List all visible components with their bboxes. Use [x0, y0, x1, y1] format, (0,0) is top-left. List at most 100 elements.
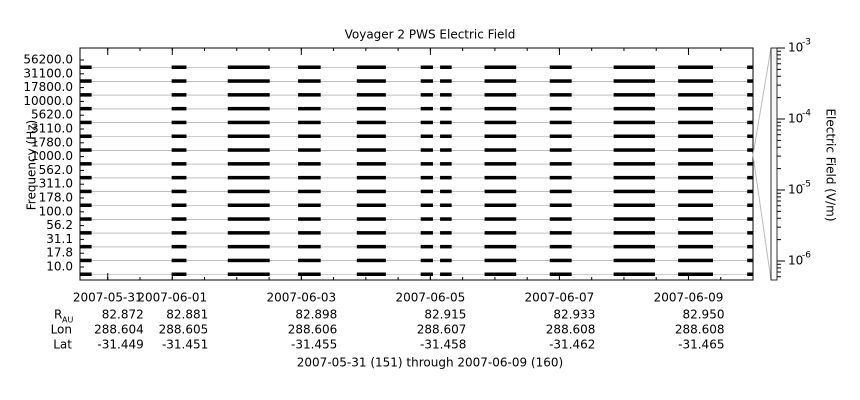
spectrogram-cell — [420, 258, 433, 263]
spectrogram-cell — [484, 65, 517, 69]
spectrogram-cell — [80, 189, 92, 194]
spectrogram-cell — [298, 175, 321, 180]
colorbar-tick-label: 10 — [788, 111, 803, 125]
ephemeris-value: 82.881 — [166, 308, 208, 322]
spectrogram-cell — [171, 106, 187, 111]
spectrogram-cell — [613, 93, 655, 97]
spectrogram-cell — [678, 258, 713, 263]
spectrogram-cell — [484, 272, 517, 276]
colorbar-title: Electric Field (V/m) — [824, 108, 838, 221]
y-tick-label: 562.0 — [39, 163, 73, 177]
spectrogram-cell — [747, 203, 753, 207]
spectrogram-cell — [356, 258, 386, 263]
spectrogram-cell — [171, 272, 187, 276]
spectrogram-cell — [356, 93, 386, 97]
spectrogram-cell — [678, 162, 713, 166]
spectrogram-cell — [484, 231, 517, 235]
spectrogram-cell — [420, 65, 433, 69]
x-tick-label: 2007-05-31 — [73, 291, 143, 305]
spectrogram-cell — [440, 93, 452, 97]
spectrogram-cell — [80, 148, 92, 152]
spectrogram-cell — [747, 244, 753, 249]
spectrogram-cell — [549, 93, 572, 97]
spectrogram-cell — [356, 203, 386, 207]
spectrogram-cell — [227, 134, 270, 138]
spectrogram-cell — [678, 106, 713, 111]
spectrogram-cell — [613, 203, 655, 207]
spectrogram-cell — [549, 65, 572, 69]
spectrogram-cell — [613, 134, 655, 138]
ephemeris-value: 82.915 — [424, 308, 466, 322]
spectrogram-cell — [747, 189, 753, 194]
ephemeris-value: -31.458 — [420, 338, 466, 352]
spectrogram-cell — [678, 93, 713, 97]
x-tick-label: 2007-06-05 — [395, 291, 465, 305]
y-tick-label: 17.8 — [46, 246, 73, 260]
y-tick-label: 3110.0 — [31, 122, 73, 136]
spectrogram-cell — [227, 148, 270, 152]
spectrogram-cell — [440, 65, 452, 69]
spectrogram-cell — [440, 148, 452, 152]
spectrogram-cell — [356, 79, 386, 83]
spectrogram-cell — [171, 65, 187, 69]
y-tick-label: 1000.0 — [31, 149, 73, 163]
spectrogram-cell — [420, 217, 433, 221]
spectrogram-cell — [613, 148, 655, 152]
spectrogram-cell — [298, 79, 321, 83]
spectrogram-cell — [747, 65, 753, 69]
connector — [752, 47, 772, 156]
spectrogram-cell — [440, 272, 452, 276]
spectrogram-cell — [678, 175, 713, 180]
spectrogram-cell — [747, 272, 753, 276]
spectrogram-cell — [549, 175, 572, 180]
y-tick-label: 178.0 — [39, 191, 73, 205]
y-tick-label: 17800.0 — [23, 80, 73, 94]
spectrogram-cell — [747, 217, 753, 221]
ephemeris-value: 288.606 — [288, 323, 338, 337]
x-tick-label: 2007-06-03 — [266, 291, 336, 305]
ephemeris-value: -31.465 — [678, 338, 724, 352]
spectrogram-cell — [227, 79, 270, 83]
spectrogram-cell — [549, 79, 572, 83]
spectrogram-cell — [549, 258, 572, 263]
spectrogram-cell — [549, 244, 572, 249]
ephemeris-value: 288.608 — [675, 323, 725, 337]
spectrogram-cell — [484, 79, 517, 83]
spectrogram-cell — [298, 134, 321, 138]
spectrogram-cell — [440, 120, 452, 125]
spectrogram-cell — [298, 231, 321, 235]
spectrogram-cell — [227, 175, 270, 180]
spectrogram-cell — [420, 106, 433, 111]
spectrogram-cell — [227, 93, 270, 97]
y-tick-label: 31100.0 — [23, 66, 73, 80]
spectrogram-cell — [80, 244, 92, 249]
ephemeris-label: Lon — [51, 323, 72, 337]
spectrogram-cell — [356, 148, 386, 152]
spectrogram-cell — [747, 175, 753, 180]
spectrogram-cell — [549, 272, 572, 276]
spectrogram-cell — [80, 79, 92, 83]
spectrogram-cell — [440, 258, 452, 263]
spectrogram-cell — [440, 79, 452, 83]
spectrogram-cell — [549, 217, 572, 221]
footer: 2007-05-31 (151) through 2007-06-09 (160… — [297, 356, 563, 370]
spectrogram-cell — [613, 272, 655, 276]
spectrogram-cell — [298, 120, 321, 125]
spectrogram-cell — [80, 203, 92, 207]
spectrogram-cell — [227, 162, 270, 166]
spectrogram-cell — [440, 231, 452, 235]
spectrogram-cell — [227, 120, 270, 125]
spectrogram-cell — [747, 162, 753, 166]
spectrogram-cell — [613, 189, 655, 194]
spectrogram-cell — [613, 120, 655, 125]
spectrogram-cell — [171, 258, 187, 263]
chart-title: Voyager 2 PWS Electric Field — [345, 28, 516, 42]
spectrogram-cell — [440, 134, 452, 138]
spectrogram-cell — [440, 106, 452, 111]
spectrogram-cell — [484, 162, 517, 166]
spectrogram-cell — [747, 106, 753, 111]
spectrogram-cell — [80, 106, 92, 111]
y-tick-label: 1780.0 — [31, 135, 73, 149]
spectrogram-cell — [298, 106, 321, 111]
spectrogram-cell — [549, 120, 572, 125]
